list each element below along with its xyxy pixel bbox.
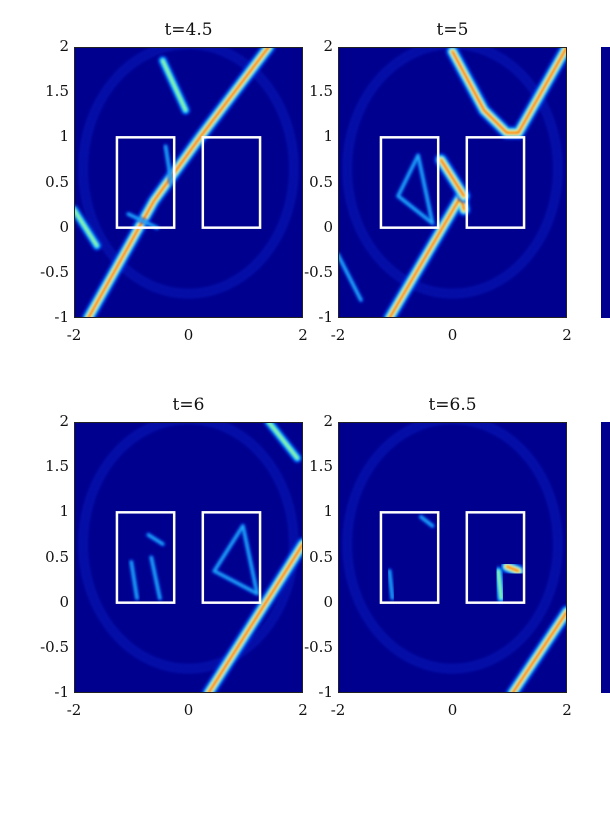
y-tick-label: 1.5 — [309, 82, 333, 101]
region-box — [379, 136, 440, 229]
panel-title: t=6 — [172, 395, 205, 415]
x-tick-label: 2 — [298, 701, 308, 719]
plot-area — [74, 422, 303, 693]
intensity-ridge — [211, 522, 261, 597]
y-tick-label: 2 — [323, 412, 333, 430]
intensity-ridge — [263, 422, 303, 464]
heatmap-canvas — [74, 422, 303, 693]
y-tick-label: -0.5 — [304, 637, 333, 656]
region-box — [201, 511, 262, 604]
y-tick-label: 1 — [323, 127, 333, 146]
y-tick-label: 0.5 — [45, 547, 69, 566]
intensity-ridge — [445, 47, 567, 140]
intensity-ridge — [418, 513, 436, 529]
x-tick-label: 2 — [562, 701, 572, 719]
intensity-ridge — [499, 559, 526, 578]
axes-frame — [338, 422, 567, 693]
x-tick-label: -2 — [330, 701, 346, 719]
y-tick-label: 2 — [59, 412, 69, 430]
clipped-panel-edge — [601, 422, 610, 693]
heatmap-panel: t=6.5 2 1.5 1 0.5 0 -0.5 -1 -2 0 2 — [304, 395, 572, 719]
y-tick-label: 1.5 — [45, 457, 69, 476]
y-tick-label: 0 — [323, 217, 333, 236]
x-tick-label: -2 — [66, 701, 82, 719]
blank-margin — [0, 730, 610, 830]
intensity-ridge — [386, 568, 396, 602]
x-tick-label: 0 — [183, 701, 194, 719]
region-box — [115, 511, 176, 604]
x-tick-label: 0 — [183, 326, 194, 344]
y-tick-label: -0.5 — [40, 262, 69, 281]
region-box — [465, 136, 526, 229]
heatmap-canvas — [338, 422, 567, 693]
y-tick-label: 0 — [323, 592, 333, 611]
intensity-ridge — [145, 531, 166, 547]
y-tick-label: 0 — [59, 217, 69, 236]
plot-area — [74, 47, 303, 318]
y-tick-label: 0.5 — [309, 547, 333, 566]
intensity-ridge — [434, 152, 471, 203]
plot-area — [338, 422, 567, 693]
x-tick-label: 0 — [447, 326, 458, 344]
region-box — [379, 511, 440, 604]
x-tick-label: -2 — [66, 326, 82, 344]
diffuse-halo — [342, 47, 563, 299]
y-tick-label: 1 — [59, 502, 69, 521]
intensity-ridge — [81, 47, 276, 318]
panel-title: t=5 — [436, 20, 469, 40]
y-tick-label: 0.5 — [309, 172, 333, 191]
heatmap-panel: t=4.5 2 1.5 1 0.5 0 -0.5 -1 -2 0 2 — [40, 20, 308, 344]
intensity-ridge — [148, 554, 163, 602]
diffuse-halo — [78, 422, 299, 674]
y-tick-label: 1.5 — [45, 82, 69, 101]
diffuse-halo — [78, 47, 299, 299]
x-tick-label: 2 — [562, 326, 572, 344]
heatmap-canvas — [74, 47, 303, 318]
intensity-ridge — [493, 566, 507, 604]
intensity-ridge — [505, 604, 567, 693]
y-tick-label: -1 — [318, 683, 333, 701]
heatmap-panel: t=5 2 1.5 1 0.5 0 -0.5 -1 -2 0 2 — [304, 20, 572, 344]
y-tick-label: 1.5 — [309, 457, 333, 476]
intensity-ridge — [74, 204, 102, 251]
heatmap-canvas — [338, 47, 567, 318]
intensity-ridge — [162, 143, 175, 186]
heatmap-panel: t=6 2 1.5 1 0.5 0 -0.5 -1 -2 0 2 — [40, 395, 308, 719]
heatmap-background — [74, 422, 303, 693]
intensity-ridge — [128, 559, 140, 602]
y-tick-label: -0.5 — [304, 262, 333, 281]
y-tick-label: 2 — [323, 37, 333, 55]
plot-area — [338, 47, 567, 318]
clipped-panel-edge — [601, 47, 610, 318]
intensity-ridge — [125, 211, 160, 231]
intensity-ridge — [201, 537, 303, 693]
intensity-ridge — [395, 152, 436, 227]
axes-frame — [338, 47, 567, 318]
y-tick-label: 2 — [59, 37, 69, 55]
y-tick-label: 0.5 — [45, 172, 69, 191]
y-tick-label: -1 — [54, 683, 69, 701]
axes-frame — [74, 47, 303, 318]
region-box — [201, 136, 262, 229]
x-tick-label: 0 — [447, 701, 458, 719]
diffuse-halo — [342, 422, 563, 674]
x-tick-label: 2 — [298, 326, 308, 344]
intensity-ridge — [338, 251, 364, 303]
heatmap-background — [338, 422, 567, 693]
y-tick-label: 1 — [323, 502, 333, 521]
panel-title: t=4.5 — [164, 20, 213, 40]
y-tick-label: -1 — [54, 308, 69, 326]
x-tick-label: -2 — [330, 326, 346, 344]
intensity-ridge — [157, 55, 191, 116]
y-tick-label: 1 — [59, 127, 69, 146]
axes-frame — [74, 422, 303, 693]
region-box — [115, 136, 176, 229]
region-box — [465, 511, 526, 604]
y-tick-label: 0 — [59, 592, 69, 611]
panel-title: t=6.5 — [428, 395, 477, 415]
y-tick-label: -1 — [318, 308, 333, 326]
y-tick-label: -0.5 — [40, 637, 69, 656]
